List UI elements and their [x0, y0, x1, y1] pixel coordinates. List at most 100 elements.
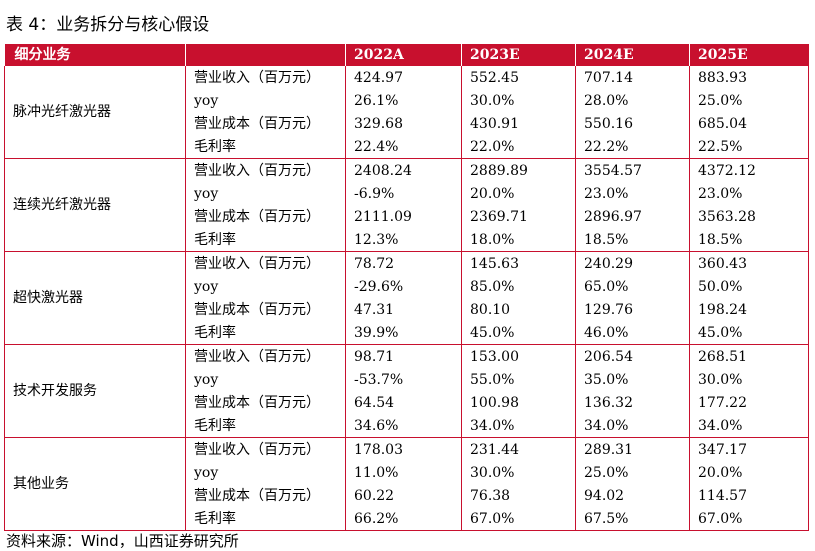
- value-cell: 18.0%: [461, 228, 576, 252]
- table-row: 超快激光器 营业收入（百万元） 78.72 145.63 240.29 360.43: [4, 251, 809, 345]
- value-cell: 268.51: [689, 344, 809, 368]
- value-cell: 22.2%: [575, 135, 690, 159]
- table-row: 毛利率 34.6% 34.0% 34.0% 34.0%: [5, 414, 809, 438]
- metric-cell: 毛利率: [185, 507, 346, 531]
- value-cell: 80.10: [461, 298, 576, 321]
- value-cell: 22.0%: [461, 135, 576, 159]
- table-row: yoy 11.0% 30.0% 25.0% 20.0%: [5, 461, 809, 484]
- metric-cell: 毛利率: [185, 321, 346, 345]
- table-row: 脉冲光纤激光器 营业收入（百万元） 424.97 552.45 707.14 883.93: [4, 66, 809, 159]
- value-cell: 206.54: [575, 344, 690, 368]
- value-cell: 30.0%: [461, 89, 576, 112]
- table-row: 营业成本（百万元） 60.22 76.38 94.02 114.57: [5, 484, 809, 507]
- table-row: yoy -29.6% 85.0% 65.0% 50.0%: [5, 275, 809, 298]
- metric-cell: yoy: [185, 89, 346, 112]
- value-cell: 66.2%: [345, 507, 462, 531]
- header-cell-segment: 细分业务: [4, 44, 186, 66]
- table-row: 技术开发服务 营业收入（百万元） 98.71 153.00 206.54 268.51: [4, 344, 809, 438]
- metric-cell: 营业成本（百万元）: [185, 112, 346, 135]
- value-cell: 2111.09: [345, 205, 462, 228]
- value-cell: 76.38: [461, 484, 576, 507]
- value-cell: 46.0%: [575, 321, 690, 345]
- value-cell: 23.0%: [575, 182, 690, 205]
- value-cell: 2896.97: [575, 205, 690, 228]
- value-cell: 430.91: [461, 112, 576, 135]
- metric-cell: 毛利率: [185, 135, 346, 159]
- value-cell: 34.0%: [689, 414, 809, 438]
- value-cell: 47.31: [345, 298, 462, 321]
- metric-cell: 毛利率: [185, 228, 346, 252]
- table-row: 营业成本（百万元） 2111.09 2369.71 2896.97 3563.28: [5, 205, 809, 228]
- value-cell: 34.0%: [575, 414, 690, 438]
- value-cell: 4372.12: [689, 158, 809, 182]
- table-row: yoy -53.7% 55.0% 35.0% 30.0%: [5, 368, 809, 391]
- table-row: 其他业务 营业收入（百万元） 178.03 231.44 289.31 347.17: [4, 437, 809, 531]
- value-cell: 18.5%: [689, 228, 809, 252]
- header-cell-2024e: 2024E: [575, 44, 690, 66]
- metric-cell: 营业成本（百万元）: [185, 298, 346, 321]
- table-row: 毛利率 66.2% 67.0% 67.5% 67.0%: [5, 507, 809, 531]
- table-row: 连续光纤激光器 营业收入（百万元） 2408.24 2889.89 3554.57 437…: [4, 158, 809, 252]
- value-cell: 78.72: [345, 251, 462, 275]
- value-cell: 25.0%: [575, 461, 690, 484]
- table-row: 营业成本（百万元） 329.68 430.91 550.16 685.04: [5, 112, 809, 135]
- value-cell: 360.43: [689, 251, 809, 275]
- value-cell: 65.0%: [575, 275, 690, 298]
- table-row: 毛利率 12.3% 18.0% 18.5% 18.5%: [5, 228, 809, 252]
- value-cell: 55.0%: [461, 368, 576, 391]
- value-cell: 12.3%: [345, 228, 462, 252]
- value-cell: 329.68: [345, 112, 462, 135]
- source-note: 资料来源：Wind，山西证券研究所: [6, 532, 239, 550]
- value-cell: 30.0%: [689, 368, 809, 391]
- value-cell: -29.6%: [345, 275, 462, 298]
- value-cell: 3563.28: [689, 205, 809, 228]
- value-cell: 28.0%: [575, 89, 690, 112]
- segment-cell: 技术开发服务: [4, 344, 186, 438]
- value-cell: 60.22: [345, 484, 462, 507]
- value-cell: 424.97: [345, 66, 462, 89]
- value-cell: 685.04: [689, 112, 809, 135]
- value-cell: 98.71: [345, 344, 462, 368]
- value-cell: 3554.57: [575, 158, 690, 182]
- value-cell: 289.31: [575, 437, 690, 461]
- value-cell: 25.0%: [689, 89, 809, 112]
- metric-cell: yoy: [185, 368, 346, 391]
- metric-cell: 营业收入（百万元）: [185, 66, 346, 89]
- value-cell: 11.0%: [345, 461, 462, 484]
- value-cell: 39.9%: [345, 321, 462, 345]
- table-row: yoy 26.1% 30.0% 28.0% 25.0%: [5, 89, 809, 112]
- value-cell: 552.45: [461, 66, 576, 89]
- segment-cell: 脉冲光纤激光器: [4, 66, 186, 159]
- value-cell: 45.0%: [461, 321, 576, 345]
- value-cell: 883.93: [689, 66, 809, 89]
- value-cell: 23.0%: [689, 182, 809, 205]
- metric-cell: 营业收入（百万元）: [185, 344, 346, 368]
- value-cell: 707.14: [575, 66, 690, 89]
- segment-cell: 连续光纤激光器: [4, 158, 186, 252]
- table-row: 营业成本（百万元） 64.54 100.98 136.32 177.22: [5, 391, 809, 414]
- value-cell: 22.4%: [345, 135, 462, 159]
- value-cell: 2408.24: [345, 158, 462, 182]
- value-cell: 64.54: [345, 391, 462, 414]
- metric-cell: 营业收入（百万元）: [185, 158, 346, 182]
- header-cell-2023e: 2023E: [461, 44, 576, 66]
- metric-cell: 营业成本（百万元）: [185, 205, 346, 228]
- metric-cell: yoy: [185, 182, 346, 205]
- metric-cell: yoy: [185, 461, 346, 484]
- value-cell: 240.29: [575, 251, 690, 275]
- metric-cell: 营业成本（百万元）: [185, 391, 346, 414]
- value-cell: -53.7%: [345, 368, 462, 391]
- value-cell: 100.98: [461, 391, 576, 414]
- business-breakdown-table: 细分业务 2022A 2023E 2024E 2025E 脉冲光纤激光器 营业收入…: [4, 44, 809, 531]
- value-cell: 67.0%: [461, 507, 576, 531]
- value-cell: 231.44: [461, 437, 576, 461]
- value-cell: 45.0%: [689, 321, 809, 345]
- value-cell: 153.00: [461, 344, 576, 368]
- value-cell: 145.63: [461, 251, 576, 275]
- value-cell: 550.16: [575, 112, 690, 135]
- value-cell: 34.6%: [345, 414, 462, 438]
- value-cell: 2369.71: [461, 205, 576, 228]
- value-cell: 26.1%: [345, 89, 462, 112]
- value-cell: 2889.89: [461, 158, 576, 182]
- table-row: 营业成本（百万元） 47.31 80.10 129.76 198.24: [5, 298, 809, 321]
